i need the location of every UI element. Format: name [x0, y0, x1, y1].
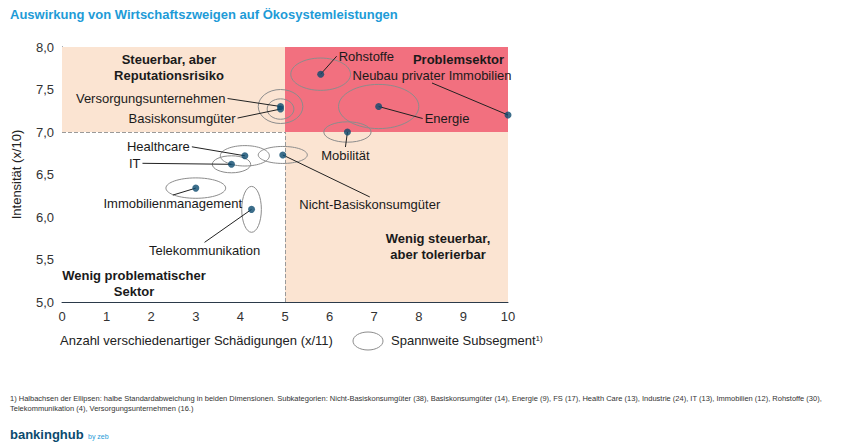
svg-text:Wenig steuerbar,: Wenig steuerbar, [386, 231, 491, 246]
svg-text:8,0: 8,0 [36, 40, 54, 55]
svg-text:10: 10 [501, 309, 515, 324]
svg-text:1: 1 [103, 309, 110, 324]
svg-text:9: 9 [460, 309, 467, 324]
svg-text:7,0: 7,0 [36, 125, 54, 140]
svg-text:6: 6 [326, 309, 333, 324]
svg-text:Steuerbar, aber: Steuerbar, aber [122, 52, 217, 67]
svg-text:Reputationsrisiko: Reputationsrisiko [114, 68, 224, 83]
svg-text:2: 2 [148, 309, 155, 324]
svg-text:Mobilität: Mobilität [321, 148, 370, 163]
svg-text:Intensität (x/10): Intensität (x/10) [9, 130, 24, 220]
svg-text:Sektor: Sektor [114, 284, 154, 299]
svg-text:Telekommunikation: Telekommunikation [149, 243, 260, 258]
svg-text:8: 8 [415, 309, 422, 324]
svg-text:5: 5 [281, 309, 288, 324]
svg-text:0: 0 [58, 309, 65, 324]
svg-text:Healthcare: Healthcare [127, 139, 190, 154]
svg-text:Nicht-Basiskonsumgüter: Nicht-Basiskonsumgüter [299, 197, 441, 212]
svg-text:5,0: 5,0 [36, 295, 54, 310]
svg-text:4: 4 [237, 309, 244, 324]
svg-text:7: 7 [371, 309, 378, 324]
svg-text:Anzahl verschiedenartiger Schä: Anzahl verschiedenartiger Schädigungen (… [60, 333, 333, 348]
svg-text:5,5: 5,5 [36, 252, 54, 267]
svg-text:Spannweite Subsegment: Spannweite Subsegment [391, 333, 536, 348]
svg-text:Immobilienmanagement: Immobilienmanagement [103, 196, 242, 211]
svg-text:Auswirkung von Wirtschaftszwei: Auswirkung von Wirtschaftszweigen auf Ök… [10, 7, 398, 22]
svg-text:Energie: Energie [425, 111, 470, 126]
svg-text:Basiskonsumgüter: Basiskonsumgüter [129, 111, 237, 126]
svg-text:by zeb: by zeb [88, 433, 109, 441]
svg-text:IT: IT [129, 156, 141, 171]
svg-text:7,5: 7,5 [36, 82, 54, 97]
svg-text:1) Halbachsen der Ellipsen: ha: 1) Halbachsen der Ellipsen: halbe Standa… [10, 394, 822, 403]
svg-text:1): 1) [536, 334, 543, 343]
svg-text:Rohstoffe: Rohstoffe [339, 49, 394, 64]
svg-text:Versorgungsunternehmen: Versorgungsunternehmen [76, 91, 226, 106]
svg-text:3: 3 [192, 309, 199, 324]
svg-text:Neubau privater Immobilien: Neubau privater Immobilien [353, 68, 512, 83]
svg-text:aber tolerierbar: aber tolerierbar [390, 247, 485, 262]
svg-text:bankinghub: bankinghub [10, 427, 84, 442]
svg-text:6,0: 6,0 [36, 210, 54, 225]
svg-text:Problemsektor: Problemsektor [413, 52, 504, 67]
svg-text:Telekommunikation (4), Versorg: Telekommunikation (4), Versorgungsuntern… [10, 404, 194, 413]
svg-text:6,5: 6,5 [36, 167, 54, 182]
svg-text:Wenig problematischer: Wenig problematischer [62, 268, 206, 283]
